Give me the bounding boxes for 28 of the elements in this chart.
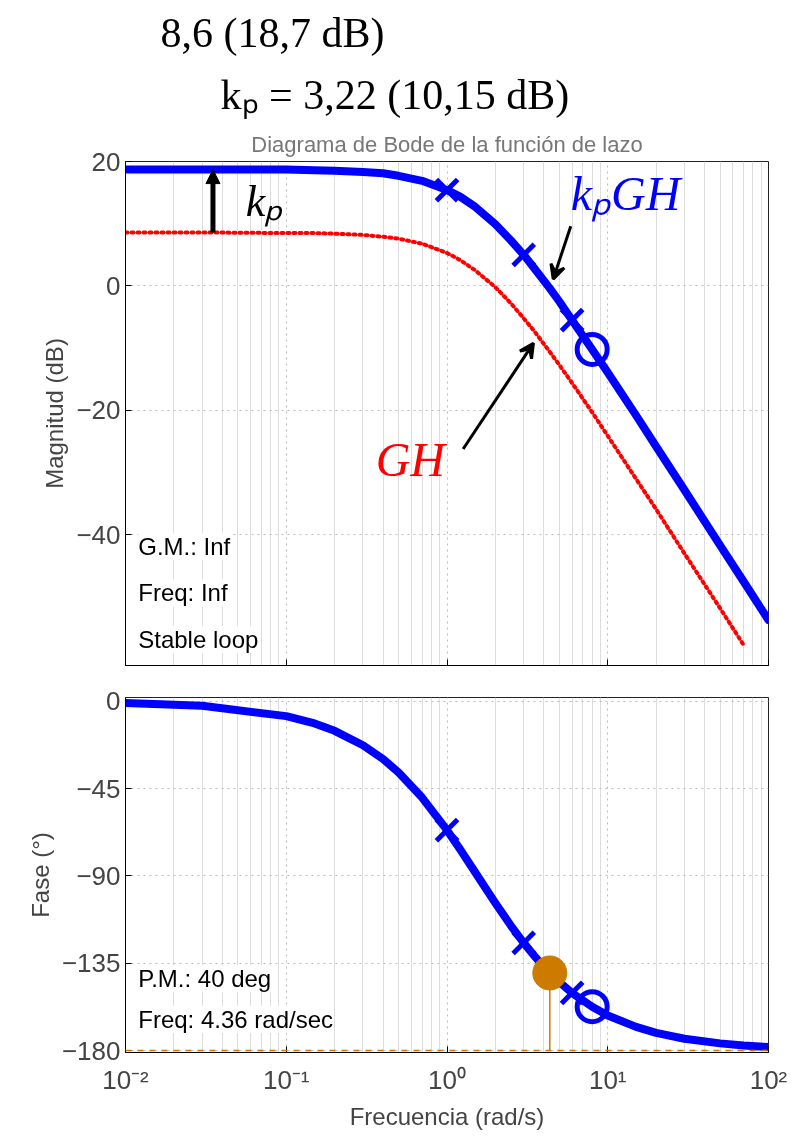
- x-tick-label: 10¹: [588, 1064, 627, 1095]
- annotation: P.M.: 40 deg: [138, 965, 272, 993]
- annotation: G.M.: Inf: [138, 532, 231, 560]
- y-tick-label: −40: [76, 519, 121, 550]
- y-axis-title: Fase (°): [26, 832, 54, 918]
- x-tick-label: 10²: [749, 1064, 788, 1095]
- x-tick-label: 10⁻¹: [262, 1064, 310, 1095]
- y-tick-label: −20: [76, 395, 121, 426]
- annotation: Freq: 4.36 rad/sec: [138, 1006, 333, 1034]
- y-tick-label: 20: [91, 146, 121, 177]
- y-tick-label: −90: [76, 860, 121, 891]
- text: kₚ = 3,22 (10,15 dB): [220, 71, 570, 120]
- x-tick-label: 10⁻²: [102, 1064, 150, 1095]
- y-axis-title: Magnitud (dB): [41, 338, 69, 489]
- annotation: Stable loop: [138, 626, 259, 654]
- text: GH: [375, 433, 448, 487]
- y-tick-label: −135: [61, 948, 121, 979]
- y-tick-label: −45: [76, 773, 121, 804]
- y-tick-label: 0: [106, 686, 121, 717]
- annotation: Freq: Inf: [138, 579, 228, 607]
- chart-title: Diagrama de Bode de la función de lazo: [251, 131, 643, 157]
- y-tick-label: −180: [61, 1035, 121, 1066]
- y-tick-label: 0: [106, 270, 121, 301]
- series-label: kₚGH: [570, 166, 683, 222]
- x-axis-title: Frecuencia (rad/s): [349, 1102, 545, 1130]
- x-tick-label: 10⁰: [428, 1064, 466, 1095]
- annotation: kₚ: [245, 176, 284, 227]
- text: 8,6 (18,7 dB): [160, 9, 385, 57]
